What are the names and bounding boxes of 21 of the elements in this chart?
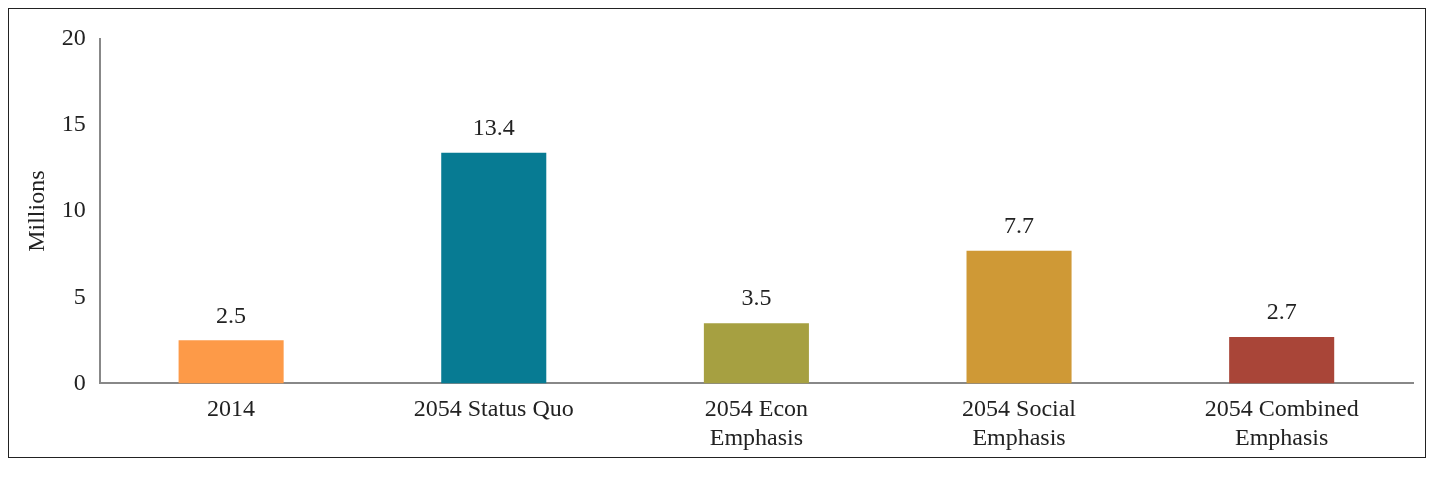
data-label: 3.5 [741, 284, 772, 311]
y-tick-label: 5 [73, 282, 86, 309]
y-tick-label: 10 [61, 196, 86, 223]
x-tick-label: 2054 Combined Emphasis [1204, 395, 1359, 450]
bar [966, 250, 1072, 384]
data-label: 2.5 [216, 301, 247, 328]
x-tick-label: 2054 Status Quo [413, 395, 574, 422]
bar [441, 152, 547, 384]
data-label: 2.7 [1266, 298, 1297, 325]
y-tick-label: 0 [73, 368, 86, 395]
data-label: 7.7 [1004, 212, 1035, 239]
y-tick-label: 20 [61, 24, 86, 51]
y-tick-label: 15 [61, 110, 86, 137]
bar [178, 340, 284, 384]
x-tick-label: 2054 Econ Emphasis [704, 395, 809, 450]
x-tick-label: 2054 Social Emphasis [962, 395, 1077, 450]
bar [703, 323, 809, 384]
bar [1229, 336, 1335, 384]
data-label: 13.4 [472, 113, 515, 140]
y-axis-title: Millions [22, 170, 49, 252]
x-tick-label: 2014 [207, 395, 256, 422]
